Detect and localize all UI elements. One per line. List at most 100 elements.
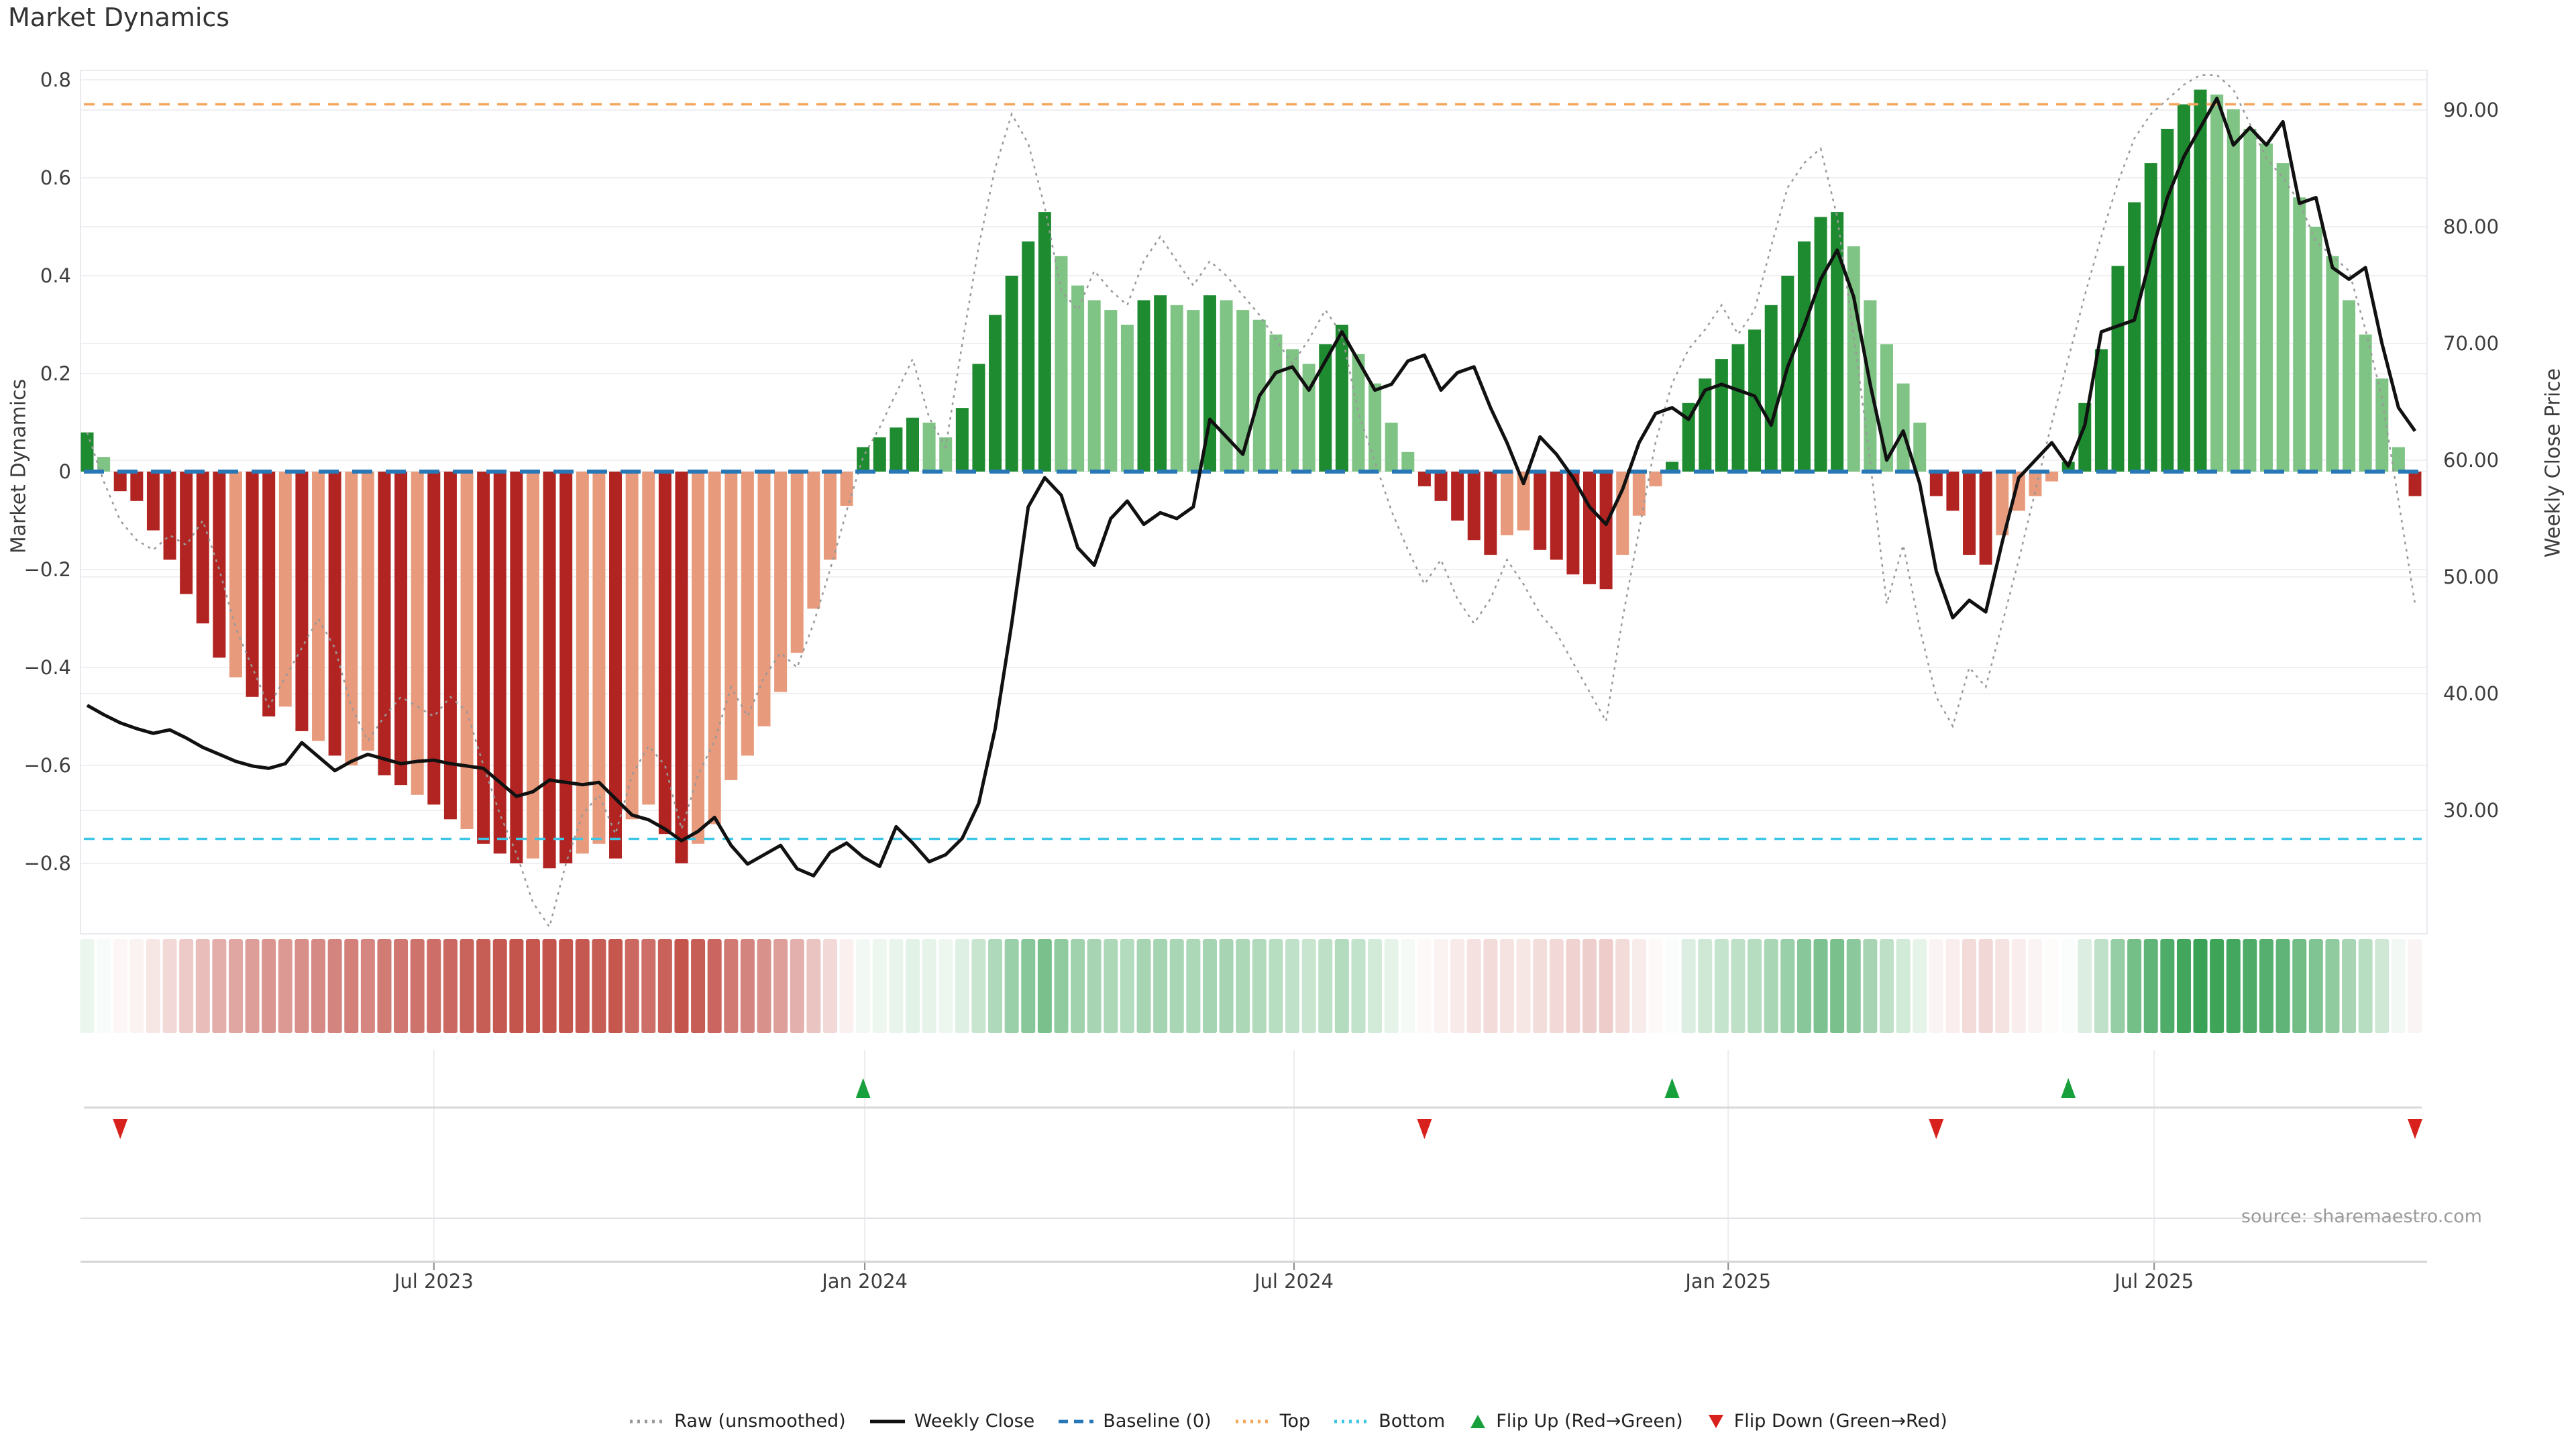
heatmap-cell: [1995, 939, 2010, 1033]
dynamics-bar-negative: [790, 472, 804, 653]
dynamics-bar-positive: [1352, 354, 1365, 472]
heatmap-cell: [1978, 939, 1993, 1033]
heatmap-cell: [1549, 939, 1564, 1033]
dynamics-bar-negative: [2408, 472, 2422, 496]
left-tick-label: 0.2: [40, 362, 71, 385]
heatmap-cell: [1483, 939, 1498, 1033]
dynamics-bar-positive: [1005, 276, 1018, 472]
heatmap-cell: [2308, 939, 2323, 1033]
dynamics-bar-positive: [1187, 310, 1200, 472]
left-tick-label: −0.2: [24, 558, 71, 581]
dynamics-bar-negative: [526, 472, 539, 859]
dynamics-bar-negative: [411, 472, 424, 795]
heatmap-cell: [2127, 939, 2142, 1033]
heatmap-cell: [460, 939, 474, 1033]
dynamics-bar-positive: [972, 364, 985, 472]
heatmap-cell: [1764, 939, 1778, 1033]
dynamics-bar-negative: [609, 472, 623, 859]
dynamics-bar-negative: [576, 472, 589, 854]
heatmap-cell: [592, 939, 606, 1033]
right-tick-label: 40.00: [2443, 682, 2499, 705]
heatmap-cell: [707, 939, 722, 1033]
flip-up-icon: [1470, 1414, 1486, 1428]
x-tick-label: Jan 2024: [820, 1270, 908, 1293]
heatmap-cell: [1962, 939, 1977, 1033]
right-tick-label: 90.00: [2443, 99, 2499, 121]
legend-item-4: Bottom: [1333, 1411, 1445, 1432]
heatmap-cell: [971, 939, 986, 1033]
dynamics-bar-positive: [1087, 300, 1101, 472]
dynamics-bar-positive: [1236, 310, 1250, 472]
dynamics-bar-negative: [460, 472, 474, 829]
dynamics-bar-positive: [2260, 143, 2273, 472]
dynamics-bar-negative: [807, 472, 820, 609]
dynamics-bar-negative: [1649, 472, 1662, 486]
legend-label: Top: [1279, 1411, 1311, 1432]
dynamics-bar-positive: [1071, 285, 1085, 472]
heatmap-cell: [1318, 939, 1333, 1033]
heatmap-cell: [525, 939, 540, 1033]
heatmap-cell: [129, 939, 144, 1033]
dynamics-bar-positive: [873, 437, 886, 472]
heatmap-cell: [625, 939, 639, 1033]
heatmap-cell: [1499, 939, 1514, 1033]
dynamics-bar-negative: [543, 472, 556, 869]
legend-label: Bottom: [1379, 1411, 1446, 1432]
flip-up-marker: [2061, 1078, 2076, 1098]
heatmap-cell: [1450, 939, 1465, 1033]
x-tick-label: Jul 2023: [393, 1270, 474, 1293]
heatmap-cell: [1631, 939, 1646, 1033]
heatmap-cell: [806, 939, 821, 1033]
dynamics-bar-negative: [361, 472, 374, 751]
dynamics-bar-positive: [1319, 344, 1332, 472]
dynamics-bar-negative: [1929, 472, 1943, 496]
dynamics-bar-negative: [1550, 472, 1563, 560]
heatmap-cell: [327, 939, 342, 1033]
dynamics-bar-positive: [2210, 94, 2224, 472]
heatmap-cell: [1384, 939, 1399, 1033]
dynamics-bar-negative: [394, 472, 408, 786]
left-tick-label: −0.8: [24, 852, 71, 875]
heatmap-cell: [1863, 939, 1878, 1033]
heatmap-cell: [2325, 939, 2340, 1033]
heatmap-cell: [641, 939, 656, 1033]
heatmap-cell: [1252, 939, 1267, 1033]
dynamics-bar-negative: [774, 472, 788, 692]
source-credit: source: sharemaestro.com: [2241, 1206, 2482, 1227]
dynamics-bar-negative: [180, 472, 193, 594]
heatmap-cell: [1599, 939, 1613, 1033]
dynamics-bar-negative: [2012, 472, 2025, 511]
flip-down-marker: [1417, 1119, 1432, 1139]
dynamics-bar-negative: [1451, 472, 1464, 521]
heatmap-cell: [1401, 939, 1415, 1033]
legend-label: Raw (unsmoothed): [674, 1411, 846, 1432]
dynamics-bar-positive: [1286, 349, 1299, 472]
heatmap-cell: [938, 939, 953, 1033]
dynamics-bar-positive: [1335, 325, 1348, 472]
heatmap-cell: [1846, 939, 1861, 1033]
dynamics-bar-negative: [213, 472, 226, 658]
heatmap-cell: [1516, 939, 1531, 1033]
heatmap-cell: [1533, 939, 1548, 1033]
heatmap-cell: [1334, 939, 1349, 1033]
heatmap-cell: [1368, 939, 1383, 1033]
legend-line-icon: [869, 1419, 905, 1423]
heatmap-cell: [1037, 939, 1052, 1033]
heatmap-cell: [1104, 939, 1118, 1033]
heatmap-cell: [1219, 939, 1234, 1033]
dynamics-bar-negative: [1500, 472, 1513, 535]
heatmap-cell: [542, 939, 557, 1033]
legend-line-icon: [630, 1419, 665, 1423]
heatmap-cell: [872, 939, 887, 1033]
dynamics-bar-negative: [2045, 472, 2059, 482]
dynamics-bar-negative: [741, 472, 754, 756]
heatmap-cell: [377, 939, 392, 1033]
legend-line-icon: [1334, 1419, 1370, 1423]
heatmap-cell: [691, 939, 706, 1033]
heatmap-cell: [2358, 939, 2373, 1033]
right-tick-label: 60.00: [2443, 449, 2499, 472]
heatmap-cell: [1945, 939, 1960, 1033]
dynamics-bar-negative: [278, 472, 292, 707]
heatmap-cell: [162, 939, 177, 1033]
heatmap-cell: [2243, 939, 2257, 1033]
